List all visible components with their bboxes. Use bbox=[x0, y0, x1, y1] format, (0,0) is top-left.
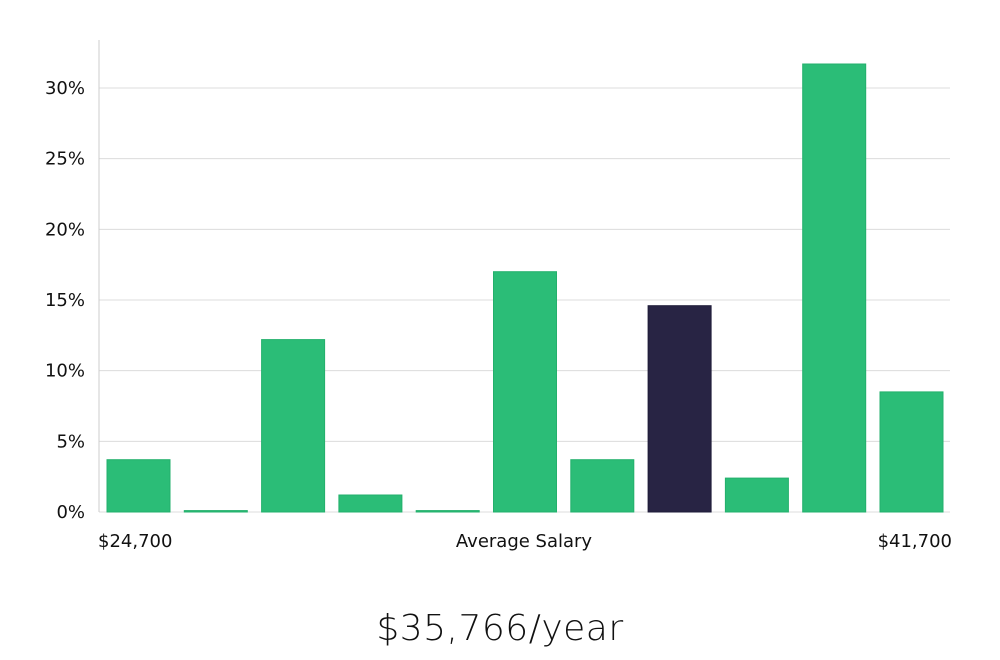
y-tick-label: 20% bbox=[45, 219, 85, 240]
average-salary-value: $35,766/year bbox=[376, 608, 624, 649]
y-tick-label: 15% bbox=[45, 290, 85, 311]
bar bbox=[493, 271, 557, 513]
bar bbox=[724, 477, 789, 513]
bars bbox=[106, 63, 944, 513]
chart-svg: 0% 5% 10% 15% 20% 25% 30% $24,700 Average Sala… bbox=[45, 40, 952, 552]
bar bbox=[106, 459, 171, 513]
bar bbox=[570, 459, 635, 513]
bar bbox=[338, 494, 403, 513]
x-axis-title: Average Salary bbox=[456, 531, 593, 552]
x-max-label: $41,700 bbox=[878, 531, 952, 552]
y-tick-label: 10% bbox=[45, 361, 85, 382]
y-tick-label: 0% bbox=[56, 502, 85, 523]
bar bbox=[261, 339, 326, 513]
y-tick-label: 5% bbox=[56, 431, 85, 452]
bar bbox=[415, 510, 480, 513]
y-tick-label: 30% bbox=[45, 78, 85, 99]
bar bbox=[879, 391, 944, 513]
bar bbox=[802, 63, 867, 513]
y-axis-ticks: 0% 5% 10% 15% 20% 25% 30% bbox=[45, 78, 85, 523]
bar bbox=[183, 510, 248, 513]
y-tick-label: 25% bbox=[45, 149, 85, 170]
x-min-label: $24,700 bbox=[98, 531, 172, 552]
bar-highlighted bbox=[647, 305, 712, 513]
